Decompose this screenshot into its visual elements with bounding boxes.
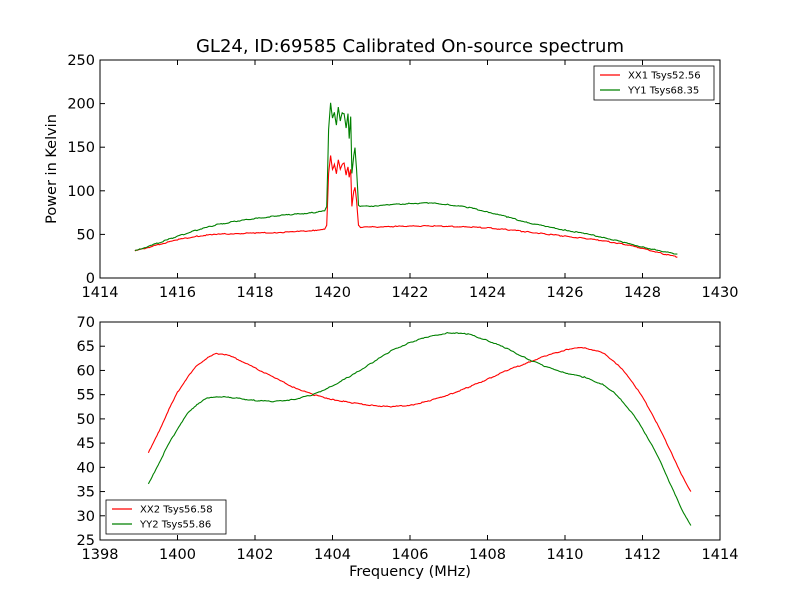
bottom-legend-label-1: XX2 Tsys56.58 [140,505,213,516]
figure-title: GL24, ID:69585 Calibrated On-source spec… [196,36,624,57]
top-spectrum-chart: 1414 1416 1418 1420 1422 1424 1426 1428 1430 0 50… [44,53,738,301]
top-y-tick-label: 100 [67,184,95,200]
top-y-tick-label: 250 [67,53,95,69]
bottom-series-layer [147,332,692,526]
bottom-x-ticks: 1398 1400 1402 1404 1406 1408 1410 1412 1414 [82,322,739,563]
top-series-layer [134,102,678,258]
top-series-line-2 [134,102,678,255]
bottom-x-axis-label: Frequency (MHz) [349,564,471,580]
top-series-line-1 [134,155,678,258]
top-x-tick-label: 1414 [82,285,119,301]
bottom-y-tick-label: 35 [77,485,95,501]
bottom-x-tick-label: 1408 [469,547,506,563]
bottom-x-tick-label: 1400 [159,547,196,563]
top-x-tick-label: 1430 [702,285,739,301]
top-x-tick-label: 1422 [392,285,429,301]
top-x-tick-label: 1416 [159,285,196,301]
bottom-y-ticks: 25 30 35 40 45 50 55 60 65 70 [77,315,720,549]
top-legend-box [593,65,715,101]
bottom-y-tick-label: 40 [77,460,95,476]
top-legend-label-1: XX1 Tsys52.56 [628,71,701,82]
top-x-tick-label: 1428 [624,285,661,301]
bottom-y-tick-label: 70 [77,315,95,331]
top-y-tick-label: 0 [86,271,95,287]
bottom-y-tick-label: 55 [77,388,95,404]
top-y-ticks: 0 50 100 150 200 250 [67,53,720,287]
top-y-tick-label: 200 [67,97,95,113]
bottom-x-tick-label: 1398 [82,547,119,563]
bottom-y-tick-label: 60 [77,363,95,379]
bottom-x-tick-label: 1406 [392,547,429,563]
top-x-tick-label: 1426 [547,285,584,301]
top-y-axis-label: Power in Kelvin [44,114,60,224]
bottom-x-tick-label: 1414 [702,547,739,563]
bottom-y-tick-label: 25 [77,533,95,549]
bottom-series-line-1 [147,346,692,492]
bottom-y-tick-label: 30 [77,509,95,525]
bottom-y-tick-label: 50 [77,412,95,428]
bottom-x-tick-label: 1402 [237,547,274,563]
bottom-legend-box [105,499,227,535]
bottom-x-tick-label: 1412 [624,547,661,563]
bottom-x-tick-label: 1404 [314,547,351,563]
top-y-tick-label: 150 [67,140,95,156]
top-legend-label-2: YY1 Tsys68.35 [627,86,699,97]
bottom-x-tick-label: 1410 [547,547,584,563]
bottom-legend: XX2 Tsys56.58 YY2 Tsys55.86 [105,499,227,535]
bottom-legend-label-2: YY2 Tsys55.86 [139,520,211,531]
top-x-ticks: 1414 1416 1418 1420 1422 1424 1426 1428 1430 [82,60,739,301]
top-x-tick-label: 1420 [314,285,351,301]
top-x-tick-label: 1424 [469,285,506,301]
bottom-series-line-2 [147,332,692,526]
top-legend: XX1 Tsys52.56 YY1 Tsys68.35 [593,65,715,101]
bottom-spectrum-chart: 1398 1400 1402 1404 1406 1408 1410 1412 1414 25 3… [77,315,739,580]
bottom-y-tick-label: 45 [77,436,95,452]
top-y-tick-label: 50 [77,227,95,243]
bottom-y-tick-label: 65 [77,339,95,355]
top-x-tick-label: 1418 [237,285,274,301]
